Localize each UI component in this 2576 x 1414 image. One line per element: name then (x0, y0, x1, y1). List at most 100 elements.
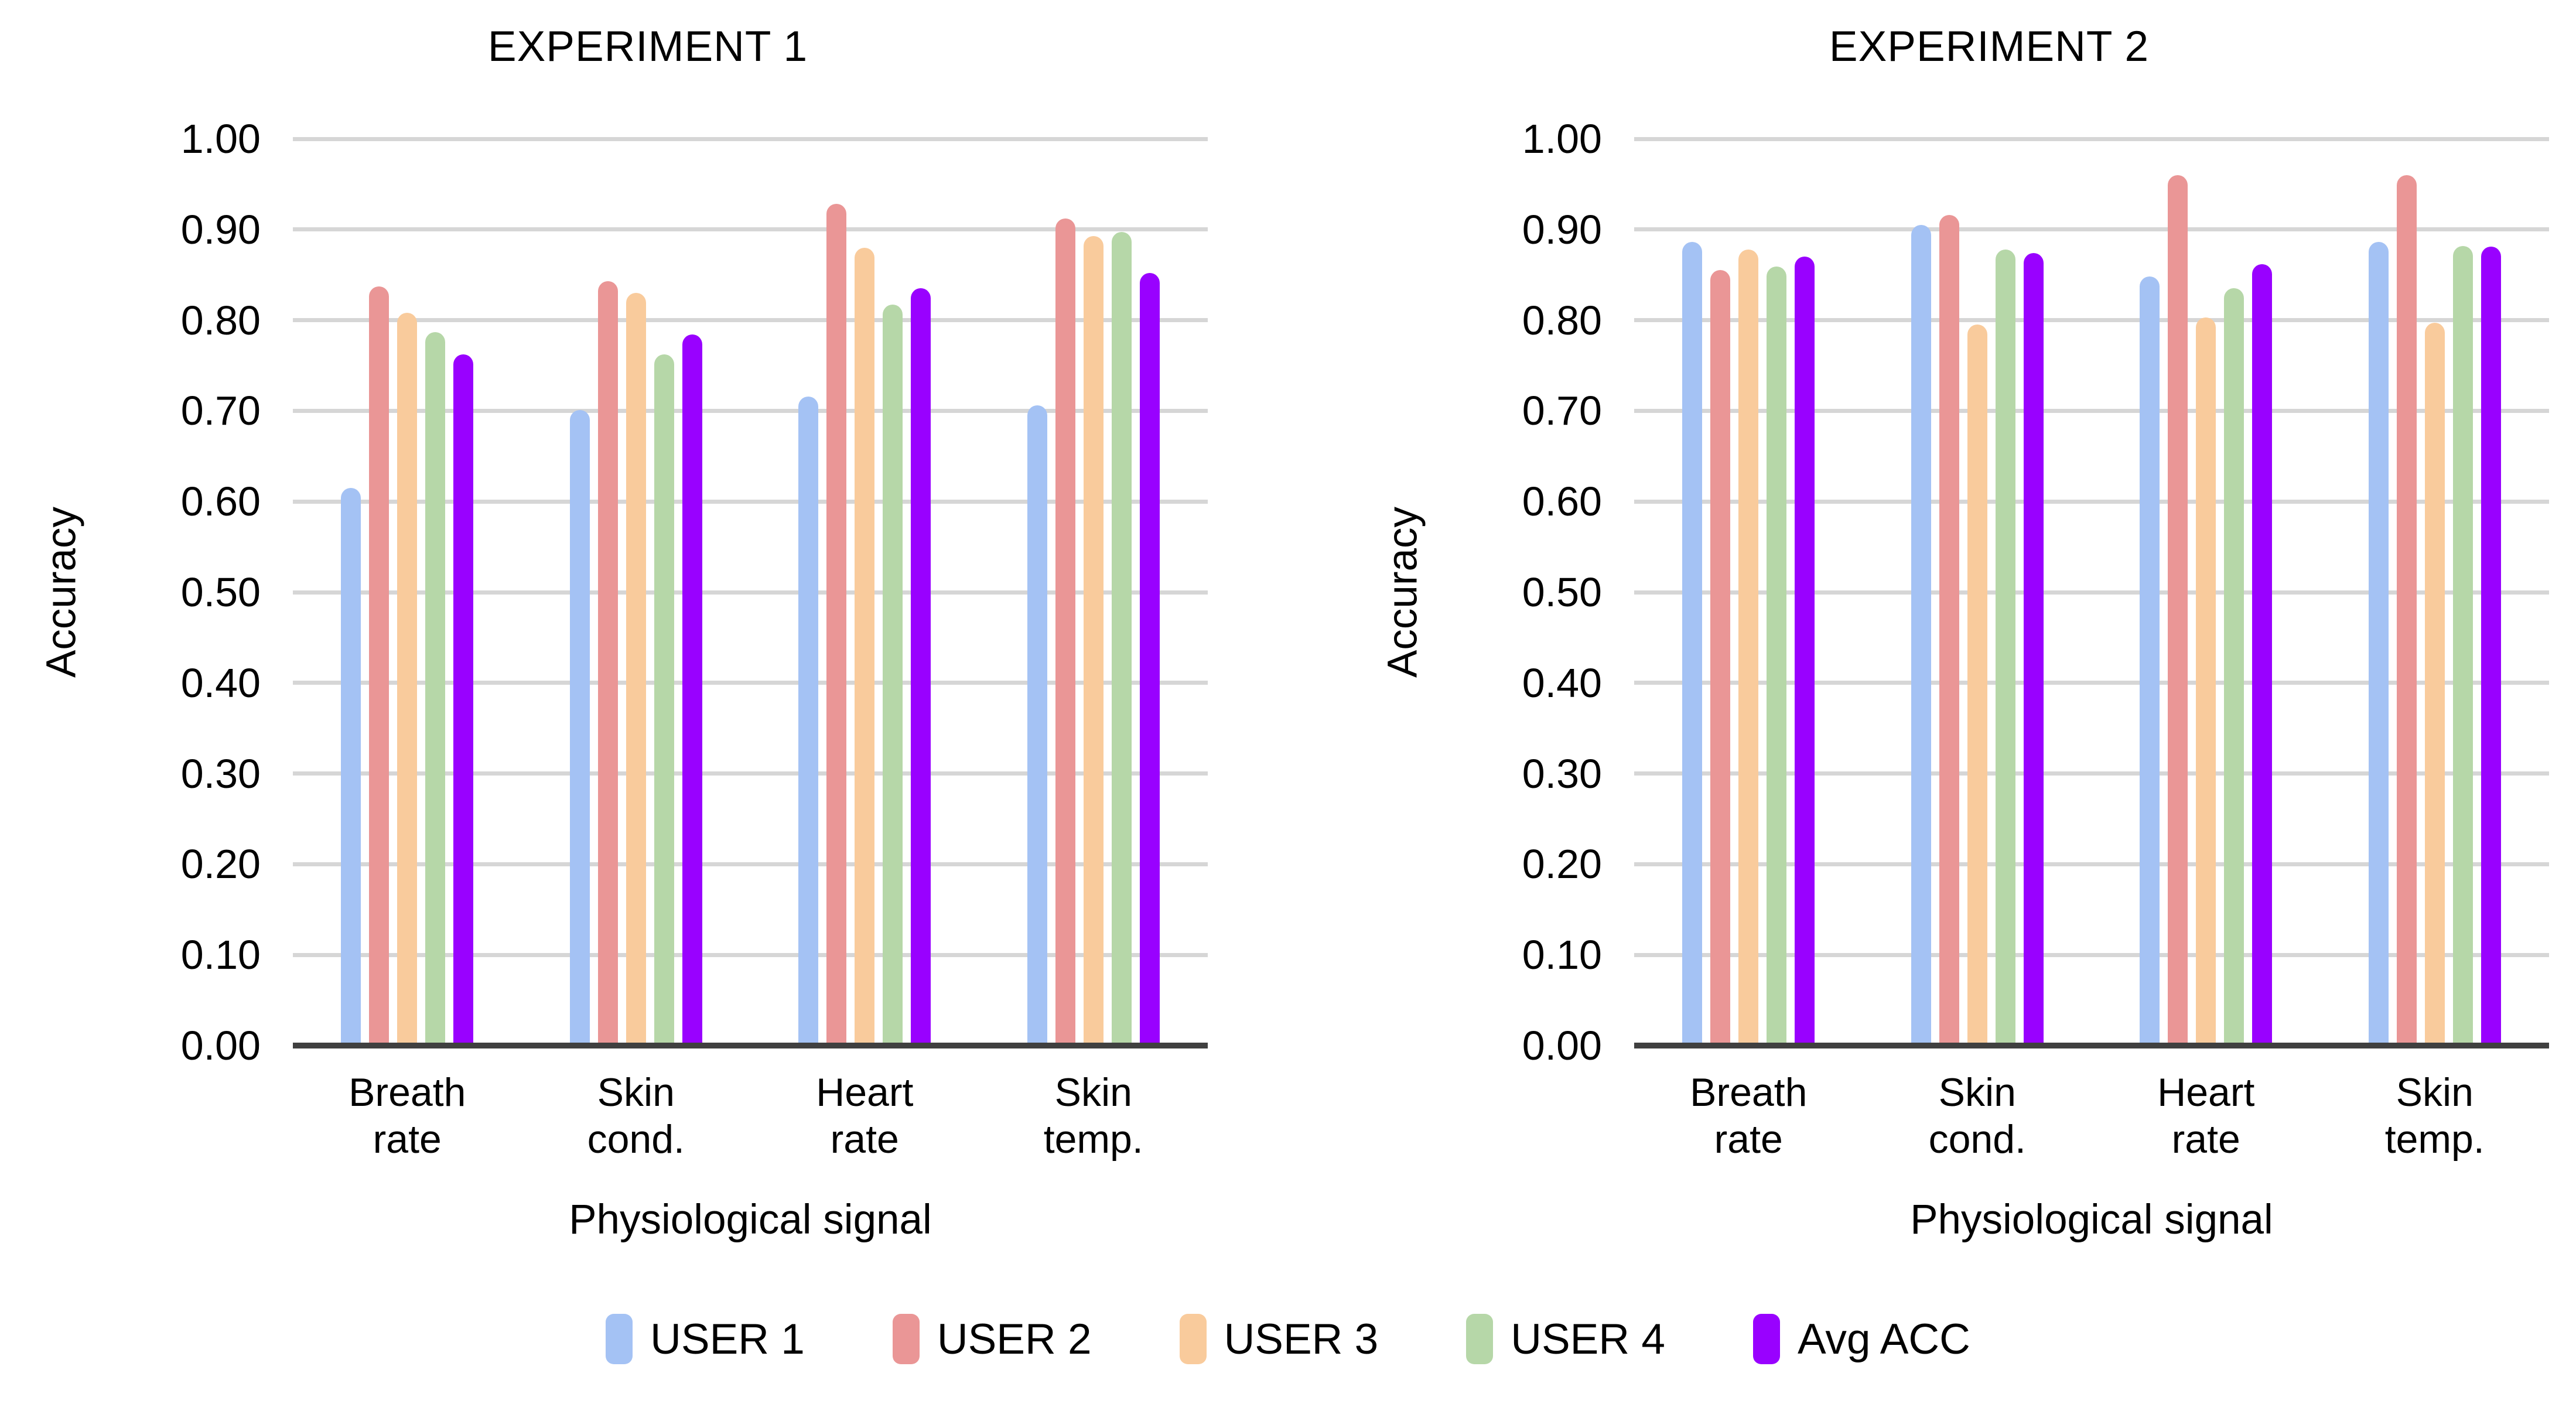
bar-user-3 (1738, 249, 1759, 1046)
y-tick-label: 0.10 (1522, 932, 1602, 978)
bar-user-1 (569, 409, 590, 1046)
y-tick-label: 0.30 (180, 750, 261, 797)
y-tick-label: 0.60 (1522, 479, 1602, 525)
x-category-label: Skin cond. (1928, 1070, 2026, 1162)
bar-user-2 (1939, 215, 1959, 1046)
gridline (1634, 862, 2549, 866)
bar-avg-acc (1139, 273, 1160, 1046)
bar-group (1682, 139, 1815, 1046)
bar-user-1 (1027, 405, 1047, 1046)
bar-user-1 (1682, 242, 1703, 1046)
y-tick-label: 0.00 (180, 1023, 261, 1068)
bar-user-2 (1055, 218, 1075, 1046)
chart-title: EXPERIMENT 1 (487, 23, 808, 70)
gridline (293, 681, 1208, 685)
bar-group (798, 139, 931, 1046)
legend-label: Avg ACC (1797, 1315, 1970, 1363)
gridline (293, 771, 1208, 776)
y-tick-label: 0.30 (1522, 750, 1602, 797)
bar-avg-acc (1795, 257, 1815, 1046)
legend-item: USER 1 (606, 1314, 805, 1364)
bar-user-1 (798, 396, 819, 1046)
gridline (1634, 681, 2549, 685)
bar-user-1 (1911, 225, 1931, 1046)
legend-swatch-user-4 (1466, 1314, 1494, 1364)
bar-user-4 (425, 332, 446, 1046)
chart-title: EXPERIMENT 2 (1829, 23, 2150, 70)
bar-user-2 (2168, 175, 2188, 1046)
experiment-2-chart: EXPERIMENT 2 Accuracy 1.00 0.90 0.80 0.70 0.… (1288, 0, 2576, 1289)
y-tick-label: 0.40 (180, 660, 261, 706)
y-tick-label: 0.90 (1522, 206, 1602, 252)
bar-avg-acc (453, 354, 474, 1046)
bar-user-4 (654, 354, 674, 1046)
bar-user-2 (826, 204, 847, 1046)
legend-swatch-user-2 (892, 1314, 920, 1364)
y-tick-label: 0.20 (180, 841, 261, 887)
y-tick-label: 1.00 (180, 116, 261, 162)
gridline (1634, 318, 2549, 323)
bar-user-4 (1767, 267, 1787, 1046)
y-tick-label: 0.00 (1522, 1023, 1602, 1068)
bar-user-2 (369, 286, 390, 1046)
legend-label: USER 3 (1224, 1315, 1379, 1363)
y-axis-title: Accuracy (1379, 507, 1426, 678)
y-tick-label: 0.70 (180, 388, 261, 434)
gridline (1634, 227, 2549, 232)
legend-label: USER 4 (1511, 1315, 1665, 1363)
bar-avg-acc (2023, 253, 2044, 1046)
bar-user-3 (397, 313, 418, 1046)
y-tick-label: 0.10 (180, 932, 261, 978)
bar-group (1911, 139, 2044, 1046)
gridline (1634, 590, 2549, 595)
bar-user-1 (341, 487, 361, 1046)
gridline (293, 408, 1208, 413)
bar-group (2368, 139, 2501, 1046)
bar-user-4 (883, 305, 903, 1046)
bar-user-4 (2452, 245, 2473, 1046)
plot-area: 1.00 0.90 0.80 0.70 0.60 0.50 0.40 0.30 0.20 0.10… (181, 118, 1208, 1162)
bar-user-4 (2224, 288, 2244, 1046)
bar-avg-acc (682, 334, 702, 1046)
legend-item: USER 3 (1179, 1314, 1379, 1364)
gridline (293, 318, 1208, 323)
bar-user-1 (2368, 242, 2389, 1046)
x-category-label: Skin temp. (2384, 1070, 2485, 1162)
bar-group (2140, 139, 2273, 1046)
legend-swatch-user-3 (1179, 1314, 1207, 1364)
y-tick-label: 0.20 (1522, 841, 1602, 887)
legend-item: USER 4 (1466, 1314, 1665, 1364)
bar-user-2 (1710, 270, 1731, 1046)
x-axis-title: Physiological signal (1910, 1197, 2273, 1243)
y-tick-label: 0.70 (1522, 388, 1602, 434)
y-tick-label: 1.00 (1522, 116, 1602, 162)
x-category-label: Breath rate (1690, 1070, 1808, 1162)
legend: USER 1 USER 2 USER 3 USER 4 Avg ACC (0, 1314, 2576, 1364)
bar-avg-acc (2481, 247, 2501, 1046)
gridline (293, 862, 1208, 866)
gridline (1634, 771, 2549, 776)
gridline (293, 952, 1208, 957)
y-tick-label: 0.50 (1522, 569, 1602, 615)
bar-user-3 (626, 293, 646, 1046)
bar-group (341, 139, 474, 1046)
x-category-label: Skin cond. (587, 1070, 685, 1162)
bar-user-2 (597, 281, 618, 1046)
legend-item: USER 2 (892, 1314, 1092, 1364)
x-axis-title: Physiological signal (569, 1197, 932, 1243)
bar-avg-acc (2252, 264, 2273, 1046)
y-axis-title: Accuracy (38, 507, 85, 678)
gridline (293, 590, 1208, 595)
bar-user-3 (2196, 317, 2216, 1046)
legend-swatch-user-1 (606, 1314, 633, 1364)
y-tick-label: 0.90 (180, 206, 261, 252)
legend-label: USER 2 (937, 1315, 1092, 1363)
x-category-label: Breath rate (349, 1070, 466, 1162)
gridline (1634, 952, 2549, 957)
bar-user-1 (2140, 276, 2160, 1046)
bar-group (569, 139, 702, 1046)
bar-user-2 (2396, 175, 2417, 1046)
bar-user-3 (2424, 323, 2445, 1046)
bar-user-3 (1967, 325, 1987, 1046)
bar-group (1027, 139, 1160, 1046)
